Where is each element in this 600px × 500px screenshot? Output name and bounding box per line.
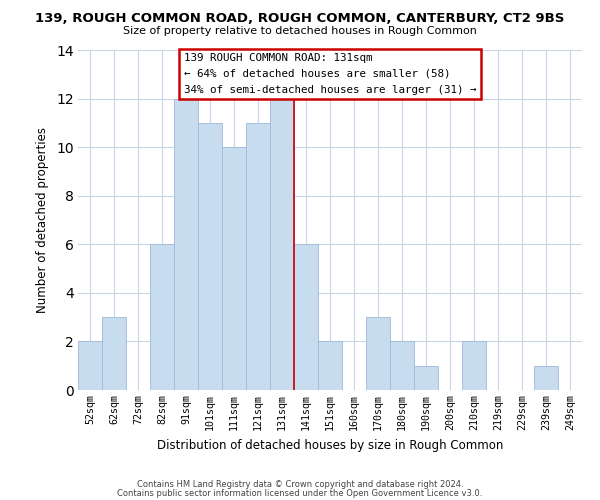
Y-axis label: Number of detached properties: Number of detached properties: [36, 127, 49, 313]
Bar: [294, 244, 318, 390]
Bar: [198, 123, 222, 390]
Bar: [462, 342, 486, 390]
Bar: [270, 98, 294, 390]
Bar: [150, 244, 174, 390]
Text: Contains public sector information licensed under the Open Government Licence v3: Contains public sector information licen…: [118, 488, 482, 498]
Bar: [390, 342, 414, 390]
Bar: [102, 317, 126, 390]
Bar: [534, 366, 558, 390]
Bar: [174, 98, 198, 390]
Text: Size of property relative to detached houses in Rough Common: Size of property relative to detached ho…: [123, 26, 477, 36]
Bar: [222, 147, 246, 390]
Text: 139, ROUGH COMMON ROAD, ROUGH COMMON, CANTERBURY, CT2 9BS: 139, ROUGH COMMON ROAD, ROUGH COMMON, CA…: [35, 12, 565, 26]
X-axis label: Distribution of detached houses by size in Rough Common: Distribution of detached houses by size …: [157, 438, 503, 452]
Text: Contains HM Land Registry data © Crown copyright and database right 2024.: Contains HM Land Registry data © Crown c…: [137, 480, 463, 489]
Bar: [246, 123, 270, 390]
Bar: [414, 366, 438, 390]
Bar: [366, 317, 390, 390]
Bar: [78, 342, 102, 390]
Text: 139 ROUGH COMMON ROAD: 131sqm
← 64% of detached houses are smaller (58)
34% of s: 139 ROUGH COMMON ROAD: 131sqm ← 64% of d…: [184, 54, 476, 94]
Bar: [318, 342, 342, 390]
